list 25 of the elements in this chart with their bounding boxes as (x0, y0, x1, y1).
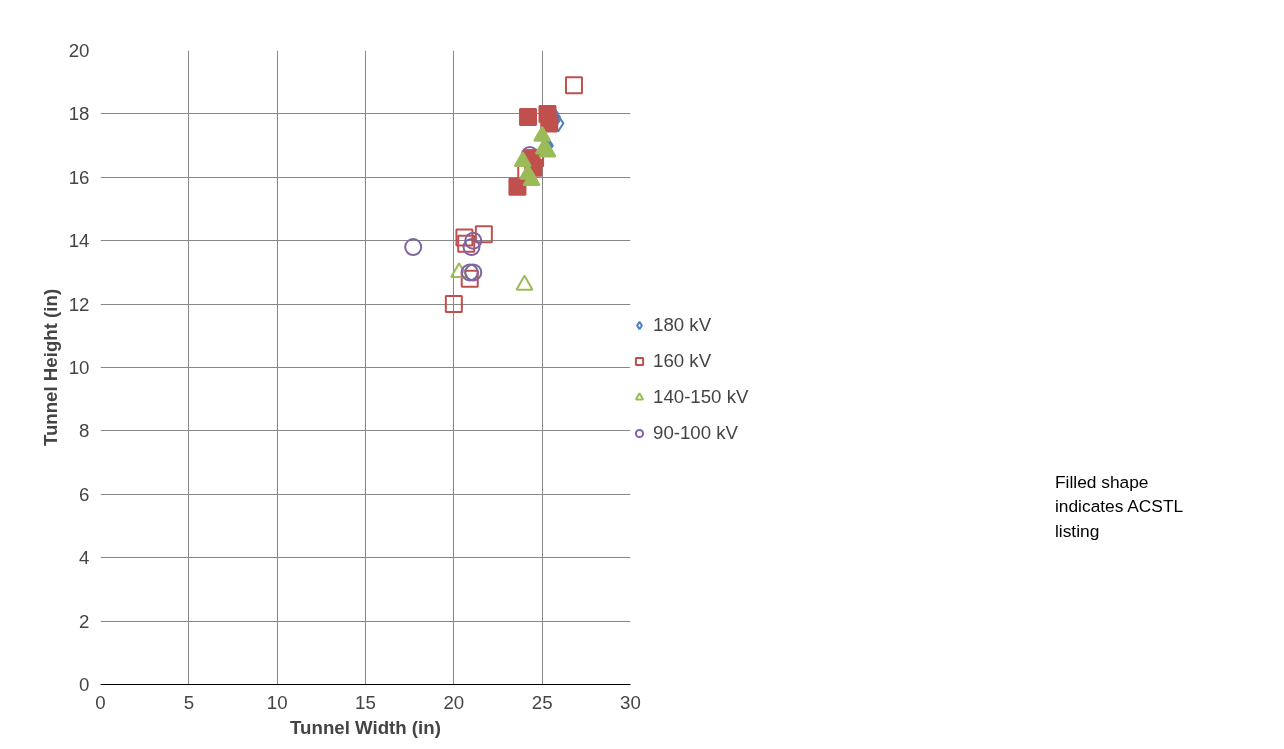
y-tick-label: 16 (68, 166, 90, 188)
y-axis-title: Tunnel Height (in) (39, 288, 61, 447)
y-tick-label: 2 (79, 610, 90, 632)
y-tick-label: 14 (68, 230, 90, 252)
x-tick-label: 30 (620, 691, 641, 713)
x-tick-label: 5 (183, 691, 195, 713)
x-tick-label: 15 (355, 691, 376, 713)
y-tick-label: 20 (68, 40, 90, 61)
x-tick-label: 10 (266, 691, 288, 713)
legend-label: 90-100 kV (653, 422, 739, 444)
y-tick-label: 4 (79, 547, 90, 569)
x-axis-title: Tunnel Width (in) (290, 716, 441, 738)
y-tick-label: 8 (79, 420, 90, 442)
y-tick-label: 12 (68, 293, 90, 315)
legend-label: 180 kV (653, 314, 712, 336)
text: Filled shape indicates ACSTL listing (1055, 471, 1184, 543)
y-tick-label: 10 (68, 357, 90, 378)
y-tick-label: 18 (68, 103, 90, 125)
x-tick-label: 25 (531, 691, 553, 713)
y-tick-label: 0 (79, 674, 90, 695)
legend-label: 140-150 kV (653, 386, 749, 408)
x-tick-label: 20 (443, 691, 465, 713)
y-tick-label: 6 (79, 483, 90, 505)
legend-label: 160 kV (653, 350, 712, 372)
x-tick-label: 0 (95, 691, 106, 713)
